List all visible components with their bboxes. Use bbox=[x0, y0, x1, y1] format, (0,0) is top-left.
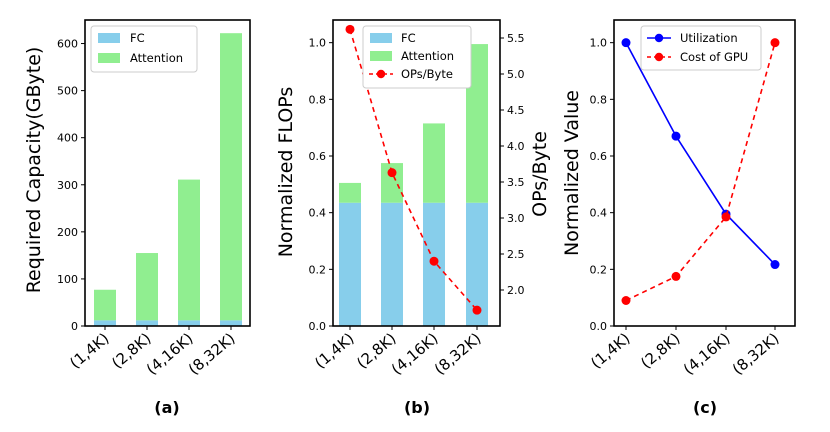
panel-c-ylabel: Normalized Value bbox=[561, 90, 583, 256]
y-tick-label: 0.0 bbox=[309, 320, 327, 333]
y-tick-label: 0.4 bbox=[309, 207, 327, 220]
y2-tick-label: 3.5 bbox=[507, 176, 525, 189]
legend-fc-swatch bbox=[98, 33, 120, 43]
y-tick-label: 400 bbox=[57, 132, 78, 145]
panel-a-frame bbox=[84, 19, 251, 327]
bar-fc bbox=[466, 202, 488, 326]
y-tick-label: 600 bbox=[57, 38, 78, 51]
bar-fc bbox=[381, 202, 403, 326]
panel-b-ylabel: Normalized FLOPs bbox=[275, 87, 297, 258]
legend-cost-label: Cost of GPU bbox=[680, 50, 748, 64]
bar-fc bbox=[178, 320, 200, 326]
utilization-point bbox=[671, 131, 681, 141]
y-tick-label: 0.6 bbox=[590, 150, 608, 163]
y-tick-label: 100 bbox=[57, 273, 78, 286]
utilization-point bbox=[770, 260, 780, 270]
panel-b-secondary-ylabel: OPs/Byte bbox=[529, 131, 551, 217]
opsbyte-line bbox=[349, 29, 478, 311]
panel-a-label: (a) bbox=[154, 398, 179, 417]
x-tick-label: (8,32K) bbox=[729, 329, 783, 378]
legend-utilization-label: Utilization bbox=[680, 31, 738, 45]
cost-of-gpu-point bbox=[770, 38, 780, 48]
y2-tick-label: 4.0 bbox=[507, 140, 525, 153]
utilization-line bbox=[625, 42, 776, 266]
bar-attention bbox=[178, 179, 200, 321]
y2-tick-label: 5.0 bbox=[507, 68, 525, 81]
y-tick-label: 0.2 bbox=[590, 263, 608, 276]
y2-tick-label: 5.5 bbox=[507, 32, 525, 45]
panel-b-legend: FC Attention OPs/Byte bbox=[362, 25, 472, 89]
opsbyte-point bbox=[387, 168, 397, 178]
panel-a-legend: FC Attention bbox=[90, 25, 198, 73]
legend-utilization-marker bbox=[654, 33, 664, 43]
y-tick-label: 0.6 bbox=[309, 150, 327, 163]
legend-fc-label: FC bbox=[401, 31, 416, 45]
legend-attention-label: Attention bbox=[130, 51, 183, 65]
y-tick-label: 0.0 bbox=[590, 320, 608, 333]
panel-c: Normalized Value 0.0 0.2 0.4 0.6 0.8 1.0 (1,4K… bbox=[561, 19, 796, 417]
cost-of-gpu-point bbox=[721, 212, 731, 222]
bar-fc bbox=[94, 320, 116, 326]
panel-a: Required Capacity(GByte) 0 100 200 300 400 50… bbox=[23, 19, 251, 417]
cost-of-gpu-line bbox=[625, 42, 776, 302]
x-tick-label: (4,16K) bbox=[680, 329, 734, 378]
x-tick-label: (8,32K) bbox=[185, 329, 239, 378]
y-tick-label: 200 bbox=[57, 226, 78, 239]
bar-fc bbox=[339, 202, 361, 326]
x-tick-label: (1,4K) bbox=[311, 329, 357, 372]
x-tick-label: (1,4K) bbox=[66, 329, 112, 372]
bar-attention bbox=[381, 163, 403, 203]
legend-cost-marker bbox=[654, 52, 664, 62]
y-tick-label: 0.8 bbox=[590, 93, 608, 106]
panel-b: Normalized FLOPs OPs/Byte 0.0 0.2 0.4 0.6 0.… bbox=[275, 19, 551, 417]
x-tick-label: (4,16K) bbox=[143, 329, 197, 378]
cost-of-gpu-point bbox=[621, 296, 631, 305]
bar-fc bbox=[220, 320, 242, 326]
y-tick-label: 0 bbox=[71, 320, 78, 333]
y2-tick-label: 2.0 bbox=[507, 284, 525, 297]
opsbyte-point bbox=[429, 256, 439, 266]
panel-b-label: (b) bbox=[404, 398, 430, 417]
y-tick-label: 300 bbox=[57, 179, 78, 192]
y2-tick-label: 2.5 bbox=[507, 248, 525, 261]
y-tick-label: 0.4 bbox=[590, 207, 608, 220]
bar-fc bbox=[136, 320, 158, 326]
panel-b-frame bbox=[332, 19, 501, 327]
panel-a-ylabel: Required Capacity(GByte) bbox=[23, 47, 45, 294]
opsbyte-point bbox=[345, 24, 355, 34]
y2-tick-label: 4.5 bbox=[507, 104, 525, 117]
cost-of-gpu-point bbox=[671, 271, 681, 281]
legend-opsbyte-label: OPs/Byte bbox=[401, 67, 453, 81]
bar-attention bbox=[136, 253, 158, 321]
y-tick-label: 1.0 bbox=[590, 37, 608, 50]
panel-c-label: (c) bbox=[693, 398, 717, 417]
x-tick-label: (2,8K) bbox=[637, 329, 683, 372]
utilization-point bbox=[621, 38, 631, 48]
bar-attention bbox=[94, 289, 116, 321]
opsbyte-point bbox=[472, 305, 482, 315]
y-tick-label: 500 bbox=[57, 85, 78, 98]
legend-attention-swatch bbox=[370, 51, 392, 61]
legend-attention-swatch bbox=[98, 53, 120, 63]
x-tick-label: (1,4K) bbox=[587, 329, 633, 372]
panel-c-legend: Utilization Cost of GPU bbox=[640, 25, 762, 71]
bar-attention bbox=[339, 182, 361, 203]
legend-fc-swatch bbox=[370, 33, 392, 43]
y-tick-label: 0.2 bbox=[309, 263, 327, 276]
y-tick-label: 1.0 bbox=[309, 37, 327, 50]
x-tick-label: (4,16K) bbox=[388, 329, 442, 378]
y2-tick-label: 3.0 bbox=[507, 212, 525, 225]
bar-attention bbox=[220, 33, 242, 321]
panel-c-frame bbox=[613, 19, 796, 327]
x-tick-label: (8,32K) bbox=[431, 329, 485, 378]
legend-attention-label: Attention bbox=[401, 49, 454, 63]
bar-attention bbox=[423, 123, 445, 203]
legend-fc-label: FC bbox=[130, 31, 145, 45]
legend-opsbyte-marker bbox=[376, 69, 386, 79]
y-tick-label: 0.8 bbox=[309, 93, 327, 106]
